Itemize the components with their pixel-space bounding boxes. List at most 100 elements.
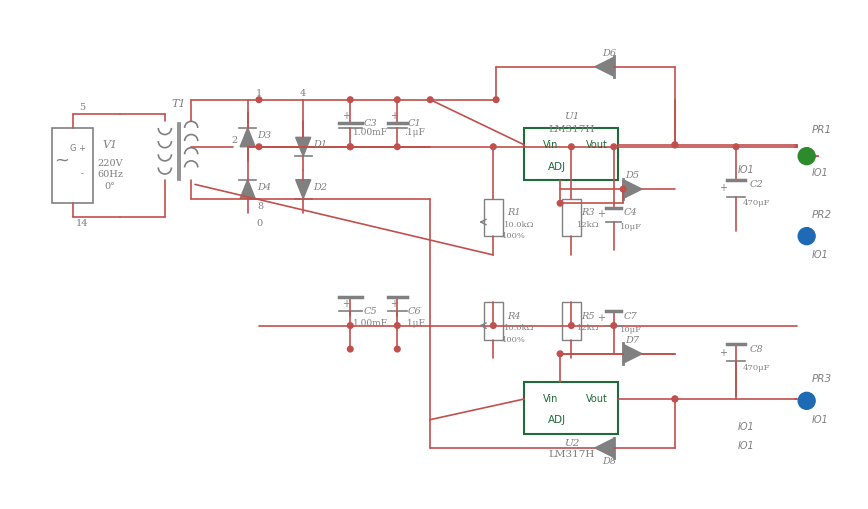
Text: R3: R3 — [582, 208, 595, 217]
Text: U2: U2 — [563, 439, 579, 448]
Circle shape — [557, 351, 563, 357]
Text: 1.00mF: 1.00mF — [353, 319, 389, 328]
Text: ADJ: ADJ — [549, 162, 566, 173]
Text: C8: C8 — [750, 345, 764, 354]
Text: C2: C2 — [750, 180, 764, 189]
Text: D4: D4 — [258, 183, 272, 192]
Text: 1: 1 — [256, 89, 262, 98]
Text: +: + — [596, 209, 605, 219]
Text: 10.0kΩ: 10.0kΩ — [504, 221, 535, 229]
Text: Vout: Vout — [586, 140, 608, 150]
Text: 220V: 220V — [97, 159, 123, 168]
Text: 10μF: 10μF — [620, 326, 641, 334]
Text: IO1: IO1 — [812, 415, 828, 425]
Circle shape — [621, 186, 626, 192]
Text: 2: 2 — [232, 136, 238, 145]
Text: +: + — [719, 348, 727, 358]
Text: 5: 5 — [79, 103, 85, 111]
Circle shape — [347, 144, 353, 150]
Circle shape — [799, 228, 815, 245]
Polygon shape — [296, 180, 311, 199]
Text: 10μF: 10μF — [620, 223, 641, 231]
Circle shape — [347, 97, 353, 102]
Text: 12kΩ: 12kΩ — [577, 324, 600, 332]
Text: D7: D7 — [626, 336, 640, 345]
Text: D6: D6 — [602, 49, 616, 58]
Text: V1: V1 — [102, 140, 118, 150]
Text: C5: C5 — [364, 307, 378, 316]
Text: C7: C7 — [624, 312, 638, 321]
Circle shape — [394, 323, 400, 328]
Text: R5: R5 — [582, 312, 595, 321]
Circle shape — [672, 396, 678, 402]
Text: G +: G + — [70, 144, 86, 153]
Text: IO1: IO1 — [812, 168, 828, 178]
Text: IO1: IO1 — [738, 165, 754, 175]
Text: T1: T1 — [172, 99, 187, 109]
Text: ADJ: ADJ — [549, 415, 566, 425]
Text: D3: D3 — [258, 131, 272, 140]
Text: R4: R4 — [507, 312, 521, 321]
Circle shape — [490, 323, 496, 328]
Text: +: + — [343, 299, 351, 309]
Polygon shape — [240, 180, 255, 199]
Circle shape — [347, 323, 353, 328]
Text: Vin: Vin — [543, 394, 558, 404]
Text: -: - — [73, 168, 83, 178]
Text: +: + — [719, 183, 727, 193]
Text: U1: U1 — [563, 112, 579, 121]
Polygon shape — [595, 438, 614, 457]
Text: 0°: 0° — [105, 182, 115, 191]
Text: R1: R1 — [507, 208, 521, 217]
Circle shape — [557, 201, 563, 206]
Text: 100%: 100% — [502, 335, 526, 344]
Text: C1: C1 — [407, 119, 421, 128]
Text: D1: D1 — [313, 140, 327, 149]
Text: 0: 0 — [256, 219, 262, 229]
Text: 10.0kΩ: 10.0kΩ — [504, 324, 535, 332]
Text: 14: 14 — [76, 219, 89, 229]
Text: PR3: PR3 — [812, 374, 832, 384]
Text: LM317H: LM317H — [549, 450, 595, 459]
Polygon shape — [240, 128, 255, 147]
Circle shape — [427, 97, 433, 102]
Text: +: + — [343, 110, 351, 121]
Circle shape — [394, 346, 400, 352]
Circle shape — [493, 97, 499, 102]
Circle shape — [799, 148, 815, 164]
Text: D5: D5 — [626, 172, 640, 180]
Circle shape — [611, 144, 616, 150]
Circle shape — [490, 144, 496, 150]
Circle shape — [672, 142, 678, 148]
Text: +: + — [390, 299, 398, 309]
Circle shape — [733, 144, 739, 150]
Text: Vout: Vout — [586, 394, 608, 404]
Text: 1.00mF: 1.00mF — [353, 128, 389, 137]
Text: +: + — [390, 110, 398, 121]
Text: PR1: PR1 — [812, 125, 832, 135]
Text: 60Hz: 60Hz — [97, 171, 123, 180]
Text: Vin: Vin — [543, 140, 558, 150]
Text: V: V — [803, 231, 811, 241]
Text: 12kΩ: 12kΩ — [577, 221, 600, 229]
Circle shape — [256, 144, 262, 150]
Circle shape — [672, 142, 678, 148]
Text: C6: C6 — [407, 307, 421, 316]
Text: V: V — [803, 396, 811, 406]
Text: IO1: IO1 — [738, 422, 754, 432]
Text: V: V — [803, 151, 811, 161]
Polygon shape — [623, 345, 642, 363]
Circle shape — [672, 396, 678, 402]
Text: IO1: IO1 — [738, 441, 754, 451]
Text: .1μF: .1μF — [404, 319, 424, 328]
Circle shape — [611, 323, 616, 328]
Text: 470μF: 470μF — [743, 199, 771, 207]
Circle shape — [256, 97, 262, 102]
Text: D8: D8 — [602, 457, 616, 466]
Circle shape — [394, 97, 400, 102]
Circle shape — [569, 144, 575, 150]
Text: .1μF: .1μF — [404, 128, 424, 137]
Polygon shape — [623, 180, 642, 199]
Circle shape — [799, 392, 815, 409]
Text: LM317H: LM317H — [549, 125, 595, 134]
